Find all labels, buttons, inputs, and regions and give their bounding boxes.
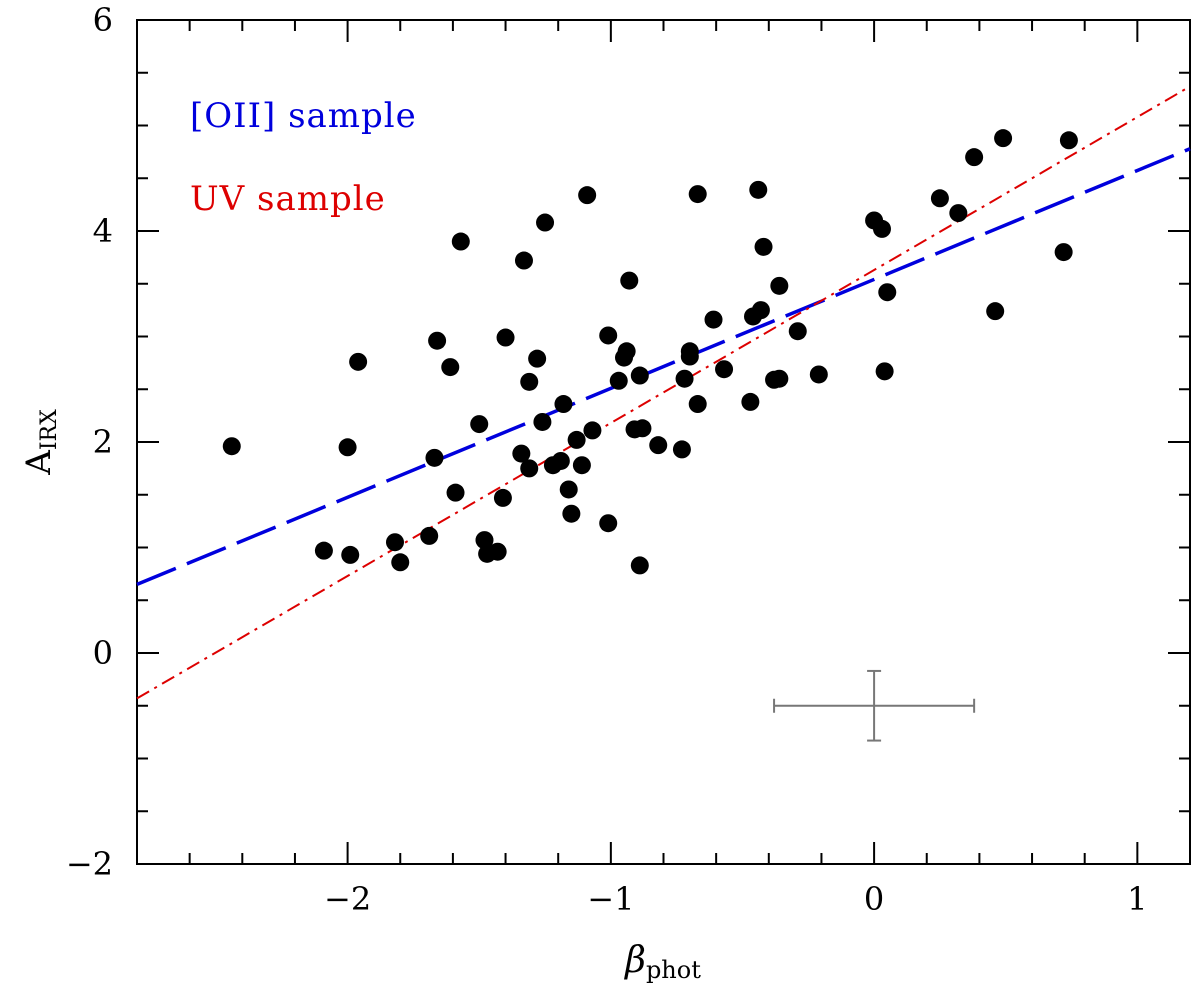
data-point <box>385 533 404 552</box>
y-tick-label: −2 <box>66 845 113 883</box>
data-point <box>930 189 949 208</box>
data-point <box>314 541 333 560</box>
data-point <box>441 358 460 377</box>
data-point <box>551 451 570 470</box>
data-point <box>554 395 573 414</box>
data-point <box>583 421 602 440</box>
data-point <box>475 531 494 550</box>
data-point <box>704 310 723 329</box>
data-point <box>620 271 639 290</box>
x-axis-label-main: β <box>623 940 646 981</box>
data-point <box>572 456 591 475</box>
y-tick-label: 6 <box>93 1 113 39</box>
data-point <box>751 301 770 320</box>
data-point <box>536 213 555 232</box>
data-point <box>949 204 968 223</box>
data-point <box>425 448 444 467</box>
data-point <box>770 369 789 388</box>
data-point <box>1054 243 1073 262</box>
data-point <box>559 480 578 499</box>
fit-lines <box>136 85 1191 700</box>
data-point <box>749 180 768 199</box>
legend-oii-label: [OII] sample <box>190 96 417 136</box>
data-point <box>1059 131 1078 150</box>
data-point <box>994 129 1013 148</box>
data-point <box>512 444 531 463</box>
x-tick-label: 1 <box>1127 880 1147 918</box>
x-axis-label: βphot <box>623 940 701 984</box>
data-point <box>520 372 539 391</box>
data-point <box>349 352 368 371</box>
data-point <box>446 483 465 502</box>
error-bar <box>773 669 976 742</box>
data-point <box>649 436 668 455</box>
data-point <box>688 185 707 204</box>
data-point <box>599 326 618 345</box>
y-axis-label-main: A <box>19 450 59 476</box>
data-point <box>630 366 649 385</box>
data-point <box>675 369 694 388</box>
data-point <box>451 232 470 251</box>
legend-uv-label: UV sample <box>190 179 386 219</box>
data-point <box>533 412 552 431</box>
data-point <box>878 283 897 302</box>
data-point <box>875 362 894 381</box>
data-point <box>609 371 628 390</box>
data-point <box>770 276 789 295</box>
data-point <box>496 328 515 347</box>
x-axis-label-sub: phot <box>646 956 701 984</box>
data-point <box>222 437 241 456</box>
data-point <box>528 349 547 368</box>
data-point <box>520 459 539 478</box>
data-point <box>688 395 707 414</box>
data-point <box>391 553 410 572</box>
y-tick-label: 2 <box>93 423 113 461</box>
data-point <box>872 219 891 238</box>
x-tick-label: −2 <box>324 880 371 918</box>
data-point <box>680 347 699 366</box>
data-point <box>488 542 507 561</box>
data-point <box>630 556 649 575</box>
tick-labels: −2 −1 0 1 −2 0 2 4 6 <box>66 1 1148 918</box>
data-point <box>809 365 828 384</box>
data-point <box>470 415 489 434</box>
axis-ticks <box>137 19 1191 865</box>
x-tick-label: −1 <box>587 880 634 918</box>
data-point <box>338 438 357 457</box>
data-point <box>578 186 597 205</box>
data-point <box>741 392 760 411</box>
data-point <box>341 545 360 564</box>
data-point <box>788 322 807 341</box>
oii-fit-line <box>136 147 1191 587</box>
x-tick-label: 0 <box>864 880 884 918</box>
data-points <box>222 129 1078 575</box>
data-point <box>672 440 691 459</box>
y-axis-label-sub: IRX <box>37 409 62 450</box>
data-point <box>514 251 533 270</box>
data-point <box>562 504 581 523</box>
y-tick-label: 4 <box>93 212 113 250</box>
data-point <box>633 419 652 438</box>
data-point <box>754 237 773 256</box>
data-point <box>567 430 586 449</box>
y-axis-label: AIRX <box>19 409 62 476</box>
data-point <box>715 360 734 379</box>
data-point <box>617 342 636 361</box>
data-point <box>599 514 618 533</box>
data-point <box>965 148 984 167</box>
data-point <box>420 526 439 545</box>
data-point <box>493 488 512 507</box>
data-point <box>428 331 447 350</box>
data-point <box>986 302 1005 321</box>
y-tick-label: 0 <box>93 634 113 672</box>
